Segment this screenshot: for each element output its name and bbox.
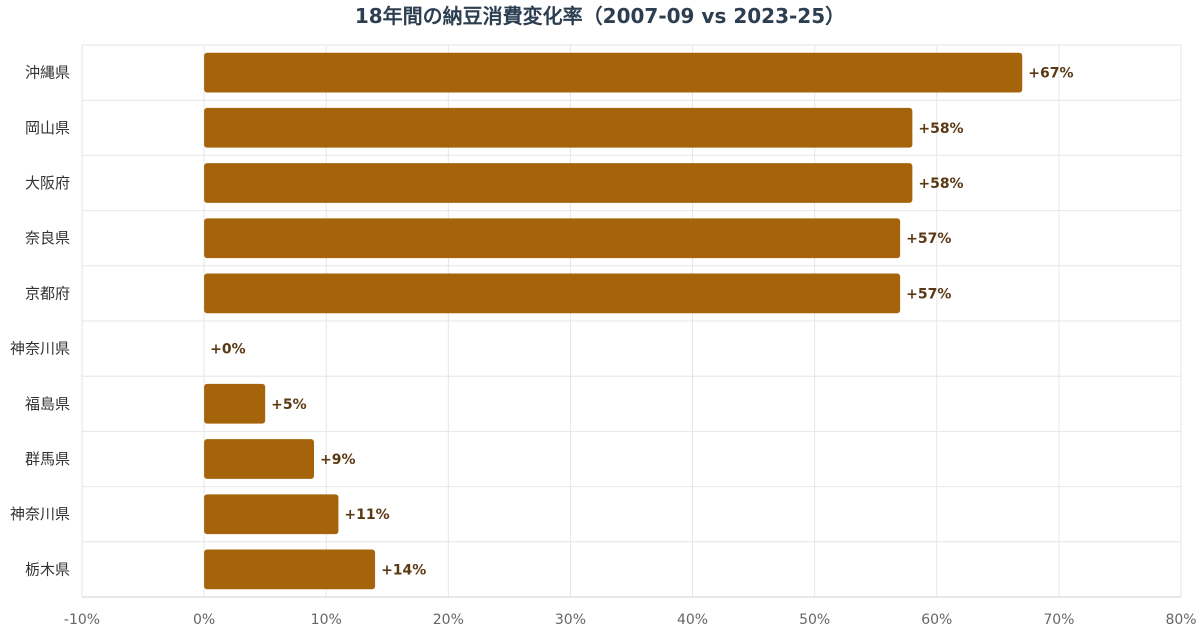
- value-label: +9%: [320, 452, 356, 468]
- bar: [204, 218, 901, 259]
- x-tick-label: 50%: [799, 612, 830, 628]
- x-tick-label: 70%: [1043, 612, 1074, 628]
- x-tick-label: 20%: [433, 612, 464, 628]
- category-label: 奈良県: [25, 229, 70, 247]
- value-label: +0%: [210, 342, 246, 358]
- bar: [204, 549, 376, 590]
- category-label: 栃木県: [25, 560, 70, 578]
- bar: [204, 273, 901, 314]
- category-label: 沖縄県: [25, 64, 70, 82]
- value-label: +5%: [271, 397, 307, 413]
- value-label: +67%: [1028, 66, 1073, 82]
- x-tick-label: 80%: [1165, 612, 1196, 628]
- bar: [204, 163, 913, 203]
- category-label: 神奈川県: [10, 340, 70, 358]
- value-label: +57%: [906, 231, 951, 247]
- x-tick-label: 30%: [555, 612, 586, 628]
- value-label: +58%: [918, 176, 963, 192]
- x-tick-label: 60%: [921, 612, 952, 628]
- x-tick-label: 40%: [677, 612, 708, 628]
- category-label: 神奈川県: [10, 505, 70, 523]
- bar: [204, 52, 1023, 93]
- bar: [204, 107, 913, 148]
- category-label: 京都府: [25, 284, 70, 302]
- category-label: 岡山県: [25, 119, 70, 137]
- chart-title: 18年間の納豆消費変化率（2007-09 vs 2023-25）: [355, 4, 845, 28]
- x-tick-label: 10%: [311, 612, 342, 628]
- bar: [204, 494, 339, 535]
- bar: [204, 383, 266, 424]
- value-label: +14%: [381, 562, 426, 578]
- bars: [204, 52, 1023, 590]
- x-tick-label: 0%: [193, 612, 215, 628]
- value-label: +11%: [344, 507, 389, 523]
- bar: [204, 439, 315, 479]
- category-label: 大阪府: [25, 174, 70, 192]
- category-label: 福島県: [25, 395, 70, 413]
- category-label: 群馬県: [25, 450, 70, 468]
- x-axis-tick-labels: -10% 0% 10% 20% 30% 40% 50% 60% 70% 80%: [64, 612, 1197, 628]
- value-labels: +67% +58% +58% +57% +57% +0% +5% +9% +11% +14%: [210, 66, 1073, 579]
- value-label: +58%: [918, 121, 963, 137]
- value-label: +57%: [906, 286, 951, 302]
- x-tick-label: -10%: [64, 612, 100, 628]
